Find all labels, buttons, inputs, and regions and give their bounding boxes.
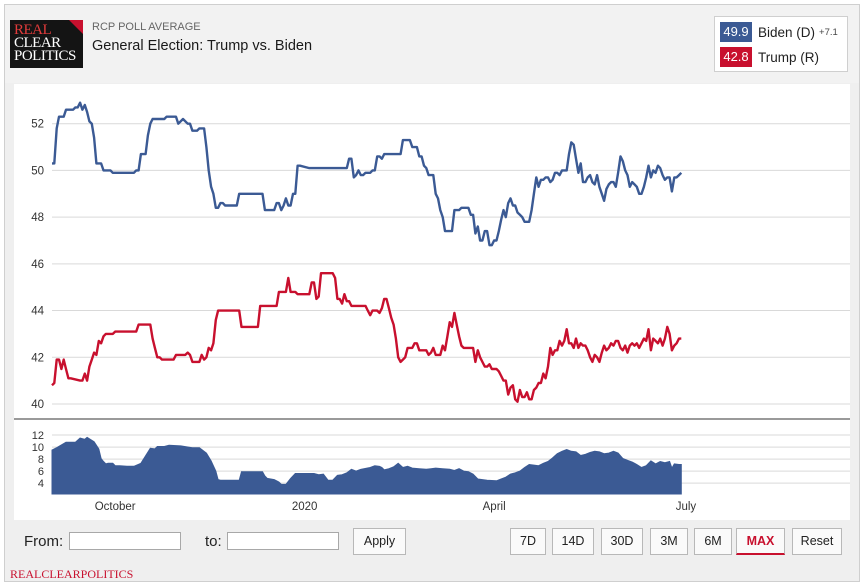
x-tick-label: October <box>95 501 136 513</box>
from-label: From: <box>24 533 64 550</box>
logo-line-1: REAL <box>14 22 52 38</box>
range-button-max[interactable]: MAX <box>736 528 785 555</box>
spread-y-tick-label: 8 <box>38 454 44 466</box>
range-button-6m[interactable]: 6M <box>694 528 732 555</box>
trump-value-badge: 42.8 <box>720 47 752 67</box>
to-date-input[interactable] <box>227 532 339 550</box>
biden-line[interactable] <box>52 101 683 247</box>
range-controls: From: to: Apply 7D 14D 30D 3M 6M MAX Reset <box>14 522 850 562</box>
footer-brand[interactable]: REALCLEARPOLITICS <box>10 567 134 581</box>
range-button-30d[interactable]: 30D <box>601 528 643 555</box>
biden-value-badge: 49.9 <box>720 22 752 42</box>
logo-line-2: CLEAR <box>14 35 61 51</box>
y-tick-label: 44 <box>31 306 44 318</box>
legend: 49.9 Biden (D) +7.1 42.8 Trump (R) <box>714 16 848 72</box>
from-date-input[interactable] <box>69 532 181 550</box>
range-button-7d[interactable]: 7D <box>510 528 546 555</box>
y-tick-label: 40 <box>31 399 44 411</box>
logo-line-3: POLITICS <box>14 48 76 64</box>
spread-y-tick-label: 4 <box>38 478 44 490</box>
main-grid: 40 42 44 46 48 50 52 <box>31 119 850 411</box>
trump-label: Trump (R) <box>758 49 819 65</box>
rcp-logo[interactable]: REAL CLEAR POLITICS <box>10 20 83 68</box>
to-label: to: <box>205 533 222 550</box>
x-tick-label: April <box>483 501 506 513</box>
x-axis: October 2020 April July <box>95 501 697 513</box>
x-tick-label: 2020 <box>292 501 318 513</box>
spread-y-tick-label: 10 <box>32 442 44 454</box>
main-series <box>51 101 683 403</box>
trump-line[interactable] <box>51 272 682 403</box>
spread-area[interactable] <box>51 436 682 495</box>
chart-title: General Election: Trump vs. Biden <box>92 38 313 54</box>
chart-subtitle: RCP POLL AVERAGE <box>92 21 201 33</box>
chart-background <box>14 84 850 520</box>
spread-y-tick-label: 6 <box>38 466 44 478</box>
spread-y-tick-label: 12 <box>32 430 44 442</box>
apply-button[interactable]: Apply <box>353 528 406 555</box>
reset-button[interactable]: Reset <box>792 528 842 555</box>
biden-label: Biden (D) <box>758 24 816 40</box>
spread-value: +7.1 <box>819 26 838 38</box>
range-button-3m[interactable]: 3M <box>650 528 688 555</box>
legend-item-trump: 42.8 Trump (R) <box>720 47 819 67</box>
y-tick-label: 46 <box>31 259 44 271</box>
y-tick-label: 52 <box>31 119 44 131</box>
y-tick-label: 48 <box>31 212 44 224</box>
y-tick-label: 50 <box>31 165 44 177</box>
range-button-14d[interactable]: 14D <box>552 528 594 555</box>
x-tick-label: July <box>676 501 697 513</box>
spread-series <box>51 436 682 495</box>
y-tick-label: 42 <box>31 352 44 364</box>
logo-corner-mark <box>69 20 83 34</box>
legend-item-biden: 49.9 Biden (D) +7.1 <box>720 22 838 42</box>
